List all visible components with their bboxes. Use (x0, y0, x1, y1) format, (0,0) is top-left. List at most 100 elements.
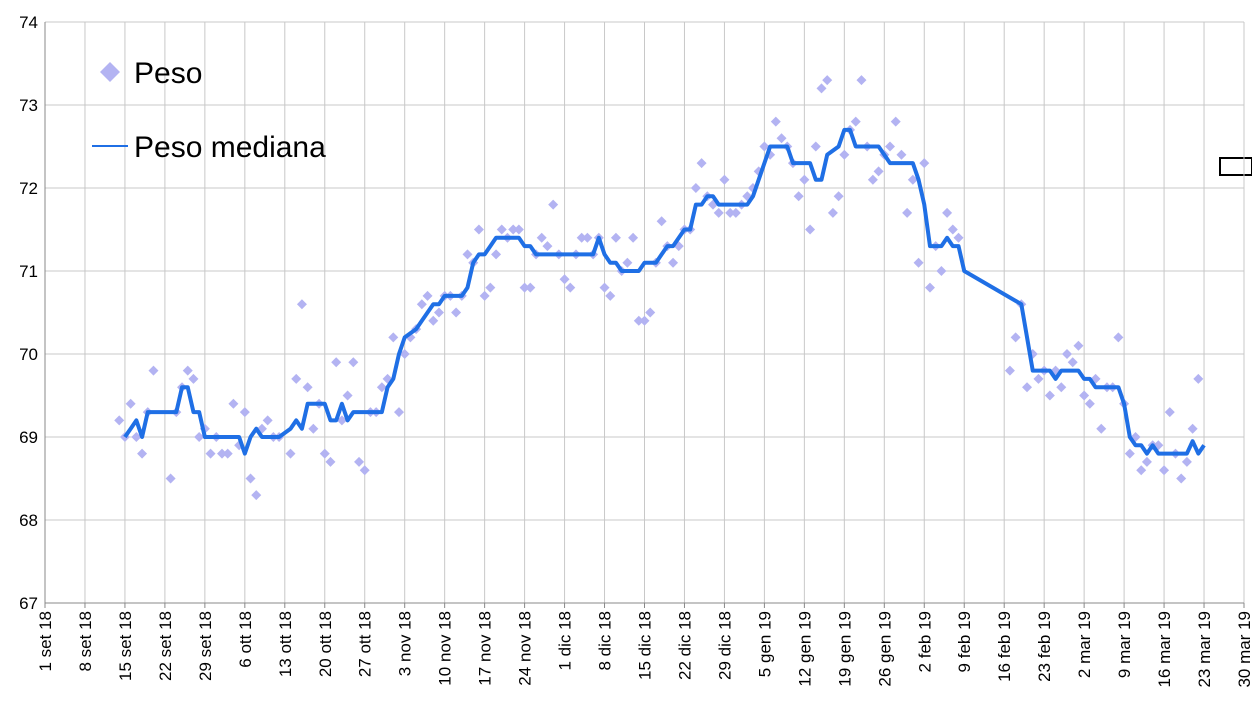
data-point (131, 432, 142, 442)
data-point (205, 448, 216, 459)
y-tick-label: 67 (19, 594, 38, 613)
x-tick-label: 23 feb 19 (1035, 611, 1054, 682)
data-point (816, 83, 827, 94)
y-tick-label: 74 (19, 13, 38, 32)
data-point (805, 224, 816, 235)
data-point (1067, 357, 1078, 368)
data-point (610, 232, 621, 243)
grid (44, 21, 1245, 604)
data-point (565, 282, 576, 293)
data-point (776, 133, 787, 144)
data-point (885, 141, 896, 152)
data-point (1187, 423, 1198, 434)
data-point (822, 75, 833, 86)
data-point (222, 448, 233, 459)
data-line (123, 127, 1206, 456)
x-tick-label: 6 ott 18 (236, 611, 255, 668)
data-point (902, 207, 913, 218)
data-point (1022, 382, 1033, 393)
data-point (239, 407, 250, 418)
data-point (1193, 373, 1204, 384)
x-tick-label: 26 gen 19 (875, 611, 894, 687)
x-tick-label: 13 ott 18 (276, 611, 295, 677)
x-tick-label: 22 set 18 (156, 611, 175, 681)
x-tick-label: 30 mar 19 (1235, 611, 1252, 688)
data-point (542, 241, 553, 252)
data-point (559, 274, 570, 285)
data-point (433, 307, 444, 318)
data-point (919, 158, 930, 169)
data-point (1136, 465, 1147, 476)
data-point (924, 282, 935, 293)
data-point (331, 357, 342, 368)
data-point (325, 456, 336, 467)
data-point (354, 456, 365, 467)
data-point (799, 174, 810, 185)
data-point (479, 290, 490, 301)
x-tick-label: 2 mar 19 (1075, 611, 1094, 678)
x-tick-label: 20 ott 18 (316, 611, 335, 677)
y-tick-label: 71 (19, 262, 38, 281)
data-point (359, 465, 370, 476)
data-point (216, 448, 227, 459)
data-point (1084, 398, 1095, 409)
data-point (1164, 407, 1175, 418)
data-point (839, 149, 850, 160)
data-point (245, 473, 256, 484)
data-point (850, 116, 861, 127)
data-point (1176, 473, 1187, 484)
data-point (137, 448, 148, 459)
data-point (1062, 349, 1073, 359)
data-point (296, 299, 307, 310)
data-point (827, 207, 838, 218)
x-tick-label: 27 ott 18 (356, 611, 375, 677)
x-tick-label: 5 gen 19 (755, 611, 774, 677)
data-point (725, 207, 736, 218)
window-fragment (1219, 157, 1252, 176)
data-point (936, 266, 947, 276)
data-point (856, 75, 867, 86)
x-tick-label: 24 nov 18 (516, 611, 535, 686)
data-point (1044, 390, 1055, 401)
x-tick-label: 22 dic 18 (675, 611, 694, 680)
data-point (1113, 332, 1124, 343)
y-tick-label: 73 (19, 96, 38, 115)
data-point (942, 207, 953, 218)
data-point (308, 423, 319, 434)
data-point (342, 390, 353, 401)
data-point (599, 282, 610, 293)
x-tick-label: 1 set 18 (36, 611, 55, 672)
x-tick-label: 8 dic 18 (596, 611, 615, 671)
data-point (810, 141, 821, 152)
y-tick-label: 70 (19, 345, 38, 364)
data-point (428, 315, 439, 326)
data-point (251, 490, 262, 501)
data-point (1181, 456, 1192, 467)
data-point (770, 116, 781, 127)
x-tick-label: 3 nov 18 (396, 611, 415, 676)
data-point (867, 174, 878, 185)
data-point (730, 207, 741, 218)
data-point (633, 315, 644, 326)
data-point (194, 432, 205, 442)
data-point (656, 216, 667, 227)
data-point (262, 415, 273, 426)
data-point (719, 174, 730, 185)
legend-label: Peso (134, 57, 202, 90)
data-point (690, 183, 701, 193)
data-point (536, 232, 547, 243)
data-point (622, 257, 633, 268)
data-point (582, 232, 593, 243)
legend-label: Peso mediana (134, 131, 326, 164)
data-point (696, 158, 707, 169)
data-point (462, 249, 473, 260)
x-tick-label: 1 dic 18 (556, 611, 575, 671)
data-point (1010, 332, 1021, 343)
data-point (1073, 340, 1084, 351)
data-point (451, 307, 462, 318)
x-tick-label: 15 dic 18 (636, 611, 655, 680)
data-point (188, 373, 199, 384)
data-point (513, 224, 524, 235)
data-point (953, 232, 964, 243)
x-tick-label: 2 feb 19 (915, 611, 934, 672)
